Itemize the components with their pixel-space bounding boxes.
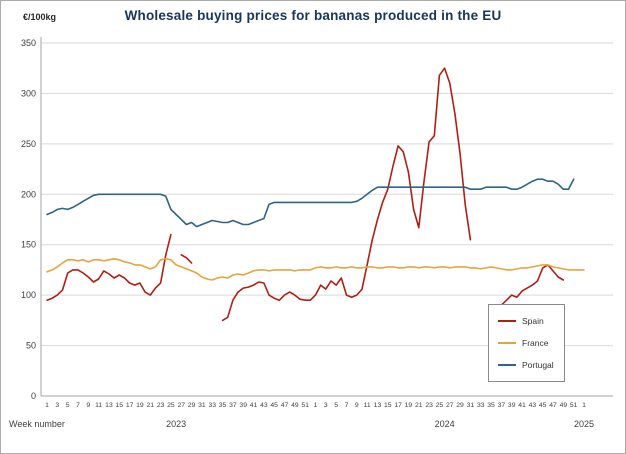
svg-text:11: 11 bbox=[364, 402, 371, 409]
svg-text:300: 300 bbox=[21, 88, 36, 98]
svg-text:41: 41 bbox=[518, 402, 526, 409]
svg-text:31: 31 bbox=[467, 402, 475, 409]
svg-text:3: 3 bbox=[324, 402, 328, 409]
svg-text:51: 51 bbox=[301, 402, 309, 409]
svg-text:47: 47 bbox=[281, 402, 289, 409]
svg-text:45: 45 bbox=[539, 402, 547, 409]
svg-text:17: 17 bbox=[126, 402, 134, 409]
svg-text:13: 13 bbox=[105, 402, 113, 409]
svg-text:39: 39 bbox=[508, 402, 516, 409]
svg-text:50: 50 bbox=[26, 341, 36, 351]
svg-text:45: 45 bbox=[270, 402, 278, 409]
svg-text:49: 49 bbox=[560, 402, 568, 409]
svg-text:5: 5 bbox=[66, 402, 70, 409]
svg-text:47: 47 bbox=[549, 402, 557, 409]
svg-text:350: 350 bbox=[21, 38, 36, 48]
svg-text:25: 25 bbox=[167, 402, 175, 409]
svg-text:9: 9 bbox=[86, 402, 90, 409]
svg-text:41: 41 bbox=[250, 402, 258, 409]
svg-text:29: 29 bbox=[188, 402, 196, 409]
svg-text:33: 33 bbox=[477, 402, 485, 409]
legend-label-portugal: Portugal bbox=[522, 360, 554, 370]
svg-text:7: 7 bbox=[76, 402, 80, 409]
svg-text:19: 19 bbox=[405, 402, 413, 409]
legend-item-portugal: Portugal bbox=[498, 360, 564, 370]
svg-text:2023: 2023 bbox=[166, 419, 186, 429]
svg-text:37: 37 bbox=[229, 402, 237, 409]
svg-text:1: 1 bbox=[582, 402, 586, 409]
svg-text:7: 7 bbox=[345, 402, 349, 409]
svg-text:35: 35 bbox=[487, 402, 495, 409]
svg-text:15: 15 bbox=[116, 402, 124, 409]
svg-text:2024: 2024 bbox=[435, 419, 455, 429]
legend-item-france: France bbox=[498, 338, 564, 348]
svg-text:29: 29 bbox=[456, 402, 464, 409]
svg-text:17: 17 bbox=[394, 402, 402, 409]
svg-text:51: 51 bbox=[570, 402, 578, 409]
svg-text:37: 37 bbox=[498, 402, 506, 409]
svg-text:15: 15 bbox=[384, 402, 392, 409]
svg-text:9: 9 bbox=[355, 402, 359, 409]
svg-text:19: 19 bbox=[136, 402, 144, 409]
svg-text:49: 49 bbox=[291, 402, 299, 409]
svg-text:150: 150 bbox=[21, 240, 36, 250]
svg-text:250: 250 bbox=[21, 139, 36, 149]
svg-text:27: 27 bbox=[177, 402, 185, 409]
legend-label-france: France bbox=[522, 338, 549, 348]
svg-text:35: 35 bbox=[219, 402, 227, 409]
svg-text:0: 0 bbox=[31, 391, 36, 401]
svg-text:43: 43 bbox=[260, 402, 268, 409]
legend: Spain France Portugal bbox=[488, 304, 565, 382]
legend-swatch-france bbox=[498, 342, 516, 344]
svg-text:3: 3 bbox=[55, 402, 59, 409]
chart-title: Wholesale buying prices for bananas prod… bbox=[124, 8, 502, 23]
legend-item-spain: Spain bbox=[498, 316, 564, 326]
svg-text:21: 21 bbox=[146, 402, 154, 409]
svg-text:39: 39 bbox=[239, 402, 247, 409]
svg-text:33: 33 bbox=[208, 402, 216, 409]
svg-text:100: 100 bbox=[21, 290, 36, 300]
svg-text:11: 11 bbox=[95, 402, 102, 409]
svg-text:23: 23 bbox=[425, 402, 433, 409]
legend-label-spain: Spain bbox=[522, 316, 544, 326]
svg-text:27: 27 bbox=[446, 402, 454, 409]
svg-text:25: 25 bbox=[436, 402, 444, 409]
svg-text:1: 1 bbox=[45, 402, 49, 409]
legend-swatch-portugal bbox=[498, 364, 516, 366]
svg-text:43: 43 bbox=[529, 402, 537, 409]
svg-text:31: 31 bbox=[198, 402, 206, 409]
svg-text:21: 21 bbox=[415, 402, 423, 409]
svg-text:13: 13 bbox=[374, 402, 382, 409]
svg-text:5: 5 bbox=[334, 402, 338, 409]
x-axis-label: Week number bbox=[9, 419, 65, 429]
legend-swatch-spain bbox=[498, 320, 516, 322]
svg-text:2025: 2025 bbox=[574, 419, 594, 429]
svg-text:23: 23 bbox=[157, 402, 165, 409]
svg-text:200: 200 bbox=[21, 189, 36, 199]
svg-text:1: 1 bbox=[314, 402, 318, 409]
y-axis-unit-label: €/100kg bbox=[23, 12, 57, 22]
